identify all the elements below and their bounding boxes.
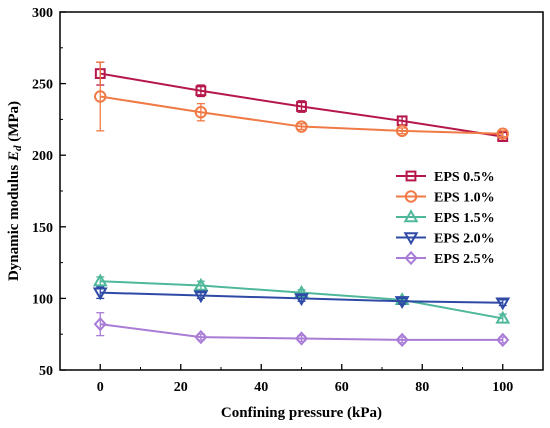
legend-label: EPS 2.0%	[434, 232, 495, 247]
legend-item: EPS 2.5%	[396, 250, 495, 267]
series-eps-2-5-	[93, 312, 510, 348]
y-tick-label: 300	[32, 6, 53, 21]
series-eps-1-0-	[94, 61, 509, 140]
y-tick-label: 250	[32, 78, 53, 93]
y-axis-title-main: Dynamic modulus	[6, 161, 22, 281]
legend-label: EPS 1.0%	[434, 191, 495, 206]
data-point	[294, 331, 309, 346]
legend-marker	[404, 190, 418, 203]
legend-marker	[403, 209, 419, 223]
x-tick-label: 20	[174, 380, 188, 395]
data-point	[395, 332, 409, 348]
y-axis-title-unit: (MPa)	[6, 101, 22, 146]
data-point	[495, 297, 511, 311]
data-point	[92, 287, 108, 301]
y-tick-label: 100	[32, 292, 53, 307]
y-axis-title: Dynamic modulus Ed (MPa)	[6, 101, 24, 281]
legend: EPS 0.5% EPS 1.0% EPS 1.5% EPS 2.0% EPS 2.5%	[396, 170, 495, 267]
y-axis-title-subscript: d	[12, 145, 24, 151]
x-axis-title: Confining pressure (kPa)	[221, 405, 382, 421]
legend-item: EPS 1.5%	[396, 209, 495, 226]
data-point	[93, 316, 107, 332]
data-point	[495, 310, 511, 324]
y-tick-label: 200	[32, 149, 53, 164]
legend-label: EPS 0.5%	[434, 170, 495, 185]
data-point	[193, 277, 209, 291]
data-point	[496, 127, 509, 140]
legend-marker	[403, 232, 419, 246]
x-tick-label: 0	[97, 380, 104, 395]
legend-item: EPS 0.5%	[396, 170, 495, 185]
y-tick-label: 50	[39, 364, 53, 379]
legend-item: EPS 1.0%	[396, 190, 495, 206]
plot-area	[92, 61, 511, 348]
data-point	[194, 106, 208, 119]
data-point	[195, 85, 207, 97]
data-point	[94, 90, 107, 103]
legend-label: EPS 1.5%	[434, 211, 495, 226]
y-tick-label: 150	[32, 221, 53, 236]
data-point	[194, 329, 208, 345]
data-point	[92, 273, 108, 287]
data-point	[193, 290, 209, 304]
x-tick-label: 100	[492, 380, 513, 395]
y-axis-title-symbol: E	[6, 151, 22, 162]
axes: 0 20 40 60 80 100 50 100 150 200 250 300	[32, 6, 544, 395]
x-tick-label: 80	[415, 380, 429, 395]
data-point	[296, 101, 307, 112]
data-point	[496, 332, 510, 348]
data-point	[295, 120, 308, 133]
data-point	[294, 293, 309, 307]
legend-label: EPS 2.5%	[434, 252, 495, 267]
data-point	[394, 296, 410, 309]
legend-marker	[404, 250, 418, 266]
x-tick-label: 40	[254, 380, 268, 395]
legend-item: EPS 2.0%	[396, 232, 495, 247]
data-point	[395, 124, 409, 138]
legend-marker	[405, 170, 417, 182]
x-tick-label: 60	[335, 380, 349, 395]
series-eps-2-0-	[92, 286, 511, 311]
